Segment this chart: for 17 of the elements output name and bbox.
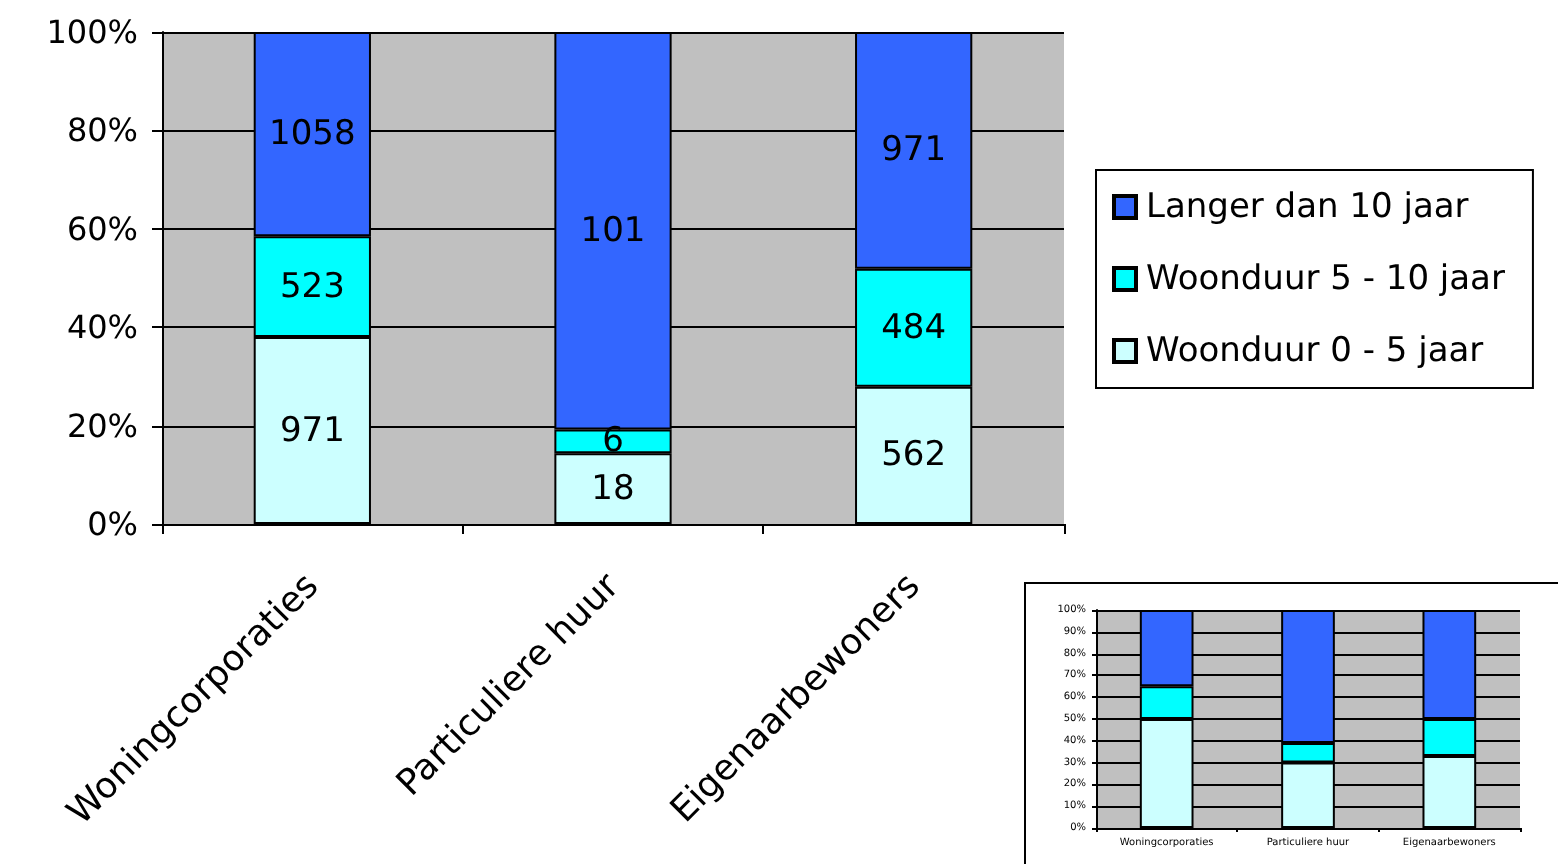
legend-label: Langer dan 10 jaar <box>1146 187 1469 227</box>
annotation: 484 <box>881 307 947 348</box>
annotation: 18 <box>591 468 635 509</box>
legend-label: Woonduur 5 - 10 jaar <box>1146 259 1505 299</box>
y-tick-label: 80% <box>66 111 138 150</box>
annotation: 523 <box>279 266 345 307</box>
y-tick-label: 100% <box>46 13 138 51</box>
y-tick-label: 20% <box>66 406 138 445</box>
y-tick-label: 60% <box>66 209 138 248</box>
annotation: 101 <box>580 210 646 251</box>
legend-label: Woonduur 0 - 5 jaar <box>1146 331 1484 371</box>
annotation: 971 <box>279 410 345 451</box>
y-tick-label: 0% <box>87 505 138 543</box>
annotation: 562 <box>881 435 947 476</box>
annotation: 1058 <box>269 114 356 155</box>
annotation: 971 <box>881 130 947 171</box>
y-tick-label: 40% <box>66 308 138 347</box>
